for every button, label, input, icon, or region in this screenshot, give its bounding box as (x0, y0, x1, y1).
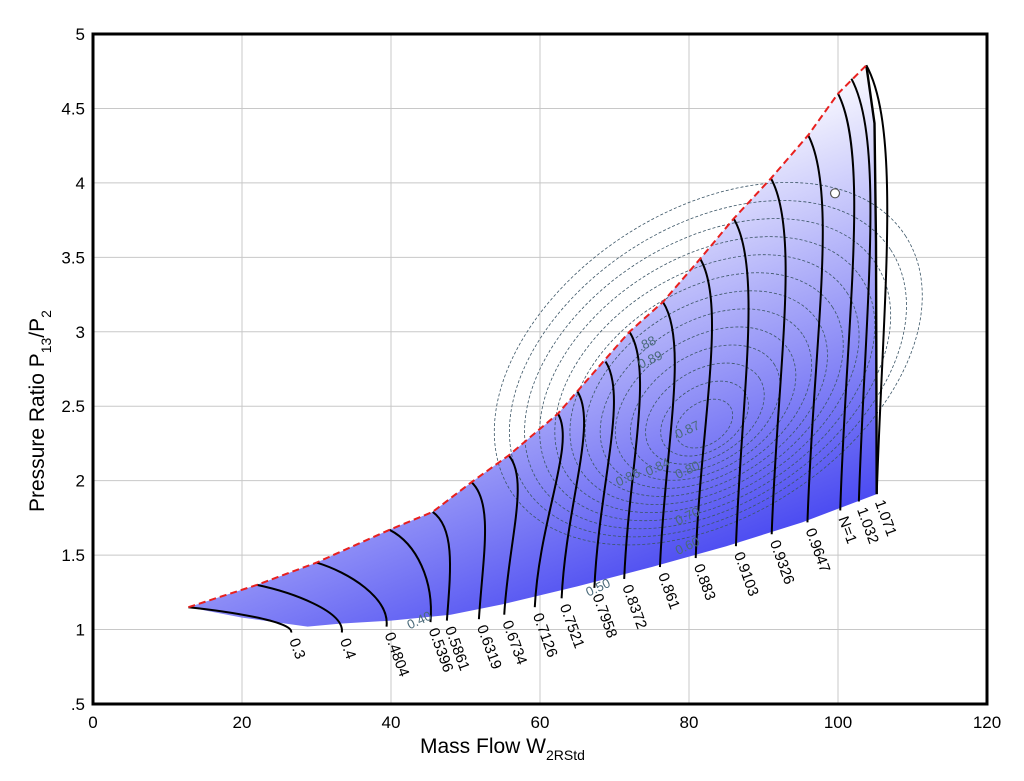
x-tick-label: 80 (680, 713, 699, 732)
speed-line (806, 134, 824, 523)
speed-line-label: 0.883 (690, 562, 719, 603)
x-axis-ticks: 0 20 40 60 80 100 120 (88, 713, 1001, 732)
speed-line (256, 583, 343, 633)
speed-line (770, 177, 787, 535)
speed-line-label: 0.9647 (802, 526, 834, 575)
speed-line (850, 78, 872, 502)
x-tick-label: 20 (233, 713, 252, 732)
x-tick-label: 100 (824, 713, 852, 732)
y-tick-label: 3 (76, 323, 85, 342)
speed-line (560, 390, 586, 599)
speed-line (470, 481, 487, 620)
speed-line-label: 0.7126 (529, 611, 561, 660)
speed-line (533, 413, 564, 608)
speed-line (389, 528, 432, 623)
speed-line (865, 64, 889, 495)
x-tick-label: 40 (382, 713, 401, 732)
x-tick-label: 0 (88, 713, 97, 732)
y-axis-title-main: Pressure Ratio P (26, 353, 49, 512)
x-tick-label: 120 (973, 713, 1001, 732)
operating-point (829, 188, 841, 199)
speed-line (694, 258, 713, 559)
speed-line-label: 0.861 (654, 571, 683, 612)
speed-line (316, 561, 388, 627)
speed-lines (188, 64, 889, 633)
y-tick-label: 4 (76, 174, 85, 193)
x-axis-title: Mass Flow W2RStd (420, 735, 585, 763)
y-tick-label: 3.5 (61, 248, 85, 267)
efficiency-contour (509, 200, 907, 538)
speed-line-label: 0.7521 (556, 602, 588, 651)
map-shaded-region (188, 65, 877, 627)
speed-line-label: 0.4804 (381, 630, 413, 679)
plot-frame (91, 32, 989, 706)
speed-line (837, 93, 856, 511)
x-axis-title-sub: 2RStd (546, 747, 585, 763)
efficiency-contour (539, 236, 876, 522)
speed-line (188, 606, 293, 633)
y-axis-title-sub1: 13 (38, 337, 54, 353)
speed-line-label: 0.9103 (730, 550, 762, 599)
efficiency-contour (599, 308, 813, 489)
y-tick-label: 2.5 (61, 397, 85, 416)
choke-line (865, 65, 878, 495)
speed-line (432, 511, 451, 621)
y-tick-label: 1.5 (61, 546, 85, 565)
speed-line-label: 0.4 (336, 636, 359, 661)
efficiency-contour (554, 254, 860, 514)
y-axis-ticks: .5 1 1.5 2 2.5 3 3.5 4 4.5 5 (61, 25, 85, 714)
y-axis-title: Pressure Ratio P13/P2 (26, 310, 54, 512)
y-tick-label: 2 (76, 472, 85, 491)
speed-line-label: 0.9326 (766, 538, 798, 587)
y-tick-label: 5 (76, 25, 85, 44)
efficiency-contour (584, 290, 828, 497)
speed-line-label: 0.8372 (618, 582, 650, 631)
efficiency-contour (493, 182, 923, 546)
speed-line (503, 454, 519, 615)
efficiency-contour (675, 398, 734, 449)
efficiency-contour (630, 344, 781, 473)
x-tick-label: 60 (531, 713, 550, 732)
speed-line-label: 0.7958 (589, 591, 621, 640)
speed-line-label: 0.3 (285, 636, 308, 661)
surge-line (188, 64, 868, 609)
speed-line (593, 361, 615, 588)
efficiency-contour (569, 272, 844, 505)
y-axis-title-sub2: 2 (38, 310, 54, 318)
speed-line (658, 301, 676, 568)
y-tick-label: 4.5 (61, 99, 85, 118)
map-area (188, 64, 923, 633)
efficiency-contour (645, 362, 765, 465)
efficiency-label: .88 (636, 333, 659, 354)
y-tick-label: .5 (71, 695, 85, 714)
y-axis-title-mid: /P (26, 318, 49, 338)
x-axis-title-main: Mass Flow W (420, 735, 546, 758)
y-tick-label: 1 (76, 621, 85, 640)
speed-line (732, 218, 750, 547)
speed-line (623, 331, 641, 579)
